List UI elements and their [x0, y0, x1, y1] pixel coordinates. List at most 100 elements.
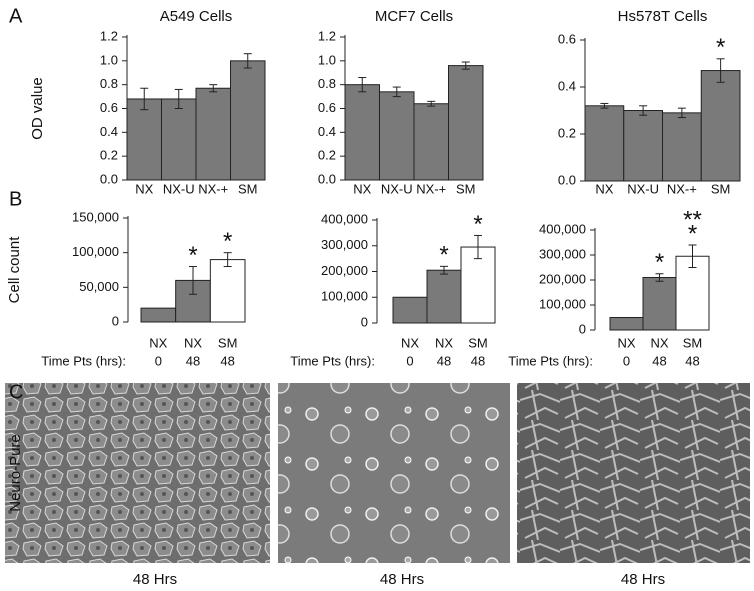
x-tick-label: NX-U: [381, 181, 413, 196]
bar: [126, 98, 162, 181]
micrograph: [517, 383, 750, 563]
bar: [584, 105, 625, 182]
x-tick-label: NX: [353, 181, 371, 196]
caption: 48 Hrs: [621, 571, 665, 588]
y-axis-label: Cell count: [6, 236, 23, 304]
x-tick-label: NX-U: [163, 181, 195, 196]
x-tick-label: NX: [184, 335, 202, 350]
y-tick-label: 0.0: [100, 171, 118, 186]
y-tick-label: 0.0: [318, 171, 336, 186]
bar: [700, 70, 741, 182]
time-label: Time Pts (hrs):: [508, 353, 593, 368]
panel-label: B: [9, 188, 22, 210]
x-tick-label: SM: [456, 181, 476, 196]
y-tick-label: 200,000: [321, 263, 368, 278]
bar: [413, 103, 449, 181]
x-tick-label: SM: [711, 181, 731, 196]
x-tick-label: NX: [401, 335, 419, 350]
bar: [392, 296, 428, 324]
y-tick-label: 150,000: [72, 209, 119, 224]
bar: [460, 246, 496, 324]
x-tick-label: NX: [650, 335, 668, 350]
x-tick-label: SM: [468, 335, 488, 350]
y-tick-label: 50,000: [79, 279, 119, 294]
y-axis-label: Neuro-Pure: [7, 434, 24, 512]
chart-title: Hs578T Cells: [618, 8, 708, 25]
y-tick-label: 300,000: [321, 237, 368, 252]
bar: [344, 84, 380, 181]
caption: 48 Hrs: [133, 571, 177, 588]
significance-mark: **: [683, 206, 702, 233]
y-tick-label: 0.8: [100, 76, 118, 91]
bar: [448, 65, 484, 181]
bar: [230, 60, 266, 181]
y-tick-label: 0.0: [558, 172, 576, 187]
x-tick-label: SM: [683, 335, 703, 350]
x-tick-label: SM: [218, 335, 238, 350]
y-axis-label: OD value: [29, 77, 46, 140]
bar: [195, 87, 231, 181]
significance-mark: *: [473, 211, 482, 238]
time-label: Time Pts (hrs):: [41, 353, 126, 368]
bar: [161, 98, 197, 181]
y-tick-label: 0.6: [100, 100, 118, 115]
significance-mark: *: [439, 242, 448, 269]
x-tick-label: NX: [149, 335, 167, 350]
y-tick-label: 100,000: [72, 244, 119, 259]
caption: 48 Hrs: [380, 571, 424, 588]
time-point: 48: [437, 353, 451, 368]
significance-mark: *: [655, 249, 664, 276]
micrograph: [5, 383, 270, 563]
y-tick-label: 0.6: [318, 100, 336, 115]
x-tick-label: NX: [595, 181, 613, 196]
y-tick-label: 1.0: [100, 52, 118, 67]
bar: [140, 307, 177, 323]
time-point: 48: [685, 353, 699, 368]
y-tick-label: 0: [361, 314, 368, 329]
time-point: 0: [623, 353, 630, 368]
bar: [623, 110, 663, 182]
x-tick-label: NX-+: [416, 181, 446, 196]
significance-mark: *: [188, 242, 197, 269]
y-tick-label: 0.2: [558, 125, 576, 140]
time-point: 0: [406, 353, 413, 368]
y-tick-label: 0: [579, 321, 586, 336]
bar: [426, 269, 462, 324]
y-tick-label: 0.4: [558, 78, 576, 93]
chart-title: MCF7 Cells: [375, 8, 453, 25]
time-point: 0: [155, 353, 162, 368]
micrograph: [278, 383, 510, 563]
y-tick-label: 300,000: [539, 246, 586, 261]
x-tick-label: NX-+: [198, 181, 228, 196]
time-label: Time Pts (hrs):: [290, 353, 375, 368]
y-tick-label: 1.2: [100, 28, 118, 43]
time-point: 48: [220, 353, 234, 368]
y-tick-label: 0: [112, 313, 119, 328]
bar: [662, 112, 702, 182]
bar: [209, 259, 246, 323]
y-tick-label: 1.2: [318, 28, 336, 43]
x-tick-label: NX: [617, 335, 635, 350]
chart-title: A549 Cells: [160, 8, 233, 25]
panel-label: C: [9, 381, 23, 403]
y-tick-label: 100,000: [539, 296, 586, 311]
time-point: 48: [471, 353, 485, 368]
y-tick-label: 0.4: [318, 124, 336, 139]
bar: [379, 91, 415, 181]
y-tick-label: 0.4: [100, 124, 118, 139]
significance-mark: *: [716, 34, 725, 61]
time-point: 48: [652, 353, 666, 368]
bar: [642, 277, 677, 331]
panel-label: A: [9, 5, 23, 27]
time-point: 48: [186, 353, 200, 368]
y-tick-label: 400,000: [539, 221, 586, 236]
y-tick-label: 1.0: [318, 52, 336, 67]
y-tick-label: 0.2: [100, 148, 118, 163]
x-tick-label: NX-+: [667, 181, 697, 196]
y-tick-label: 0.2: [318, 148, 336, 163]
y-tick-label: 400,000: [321, 211, 368, 226]
significance-mark: *: [688, 220, 697, 247]
x-tick-label: NX: [435, 335, 453, 350]
y-tick-label: 0.8: [318, 76, 336, 91]
